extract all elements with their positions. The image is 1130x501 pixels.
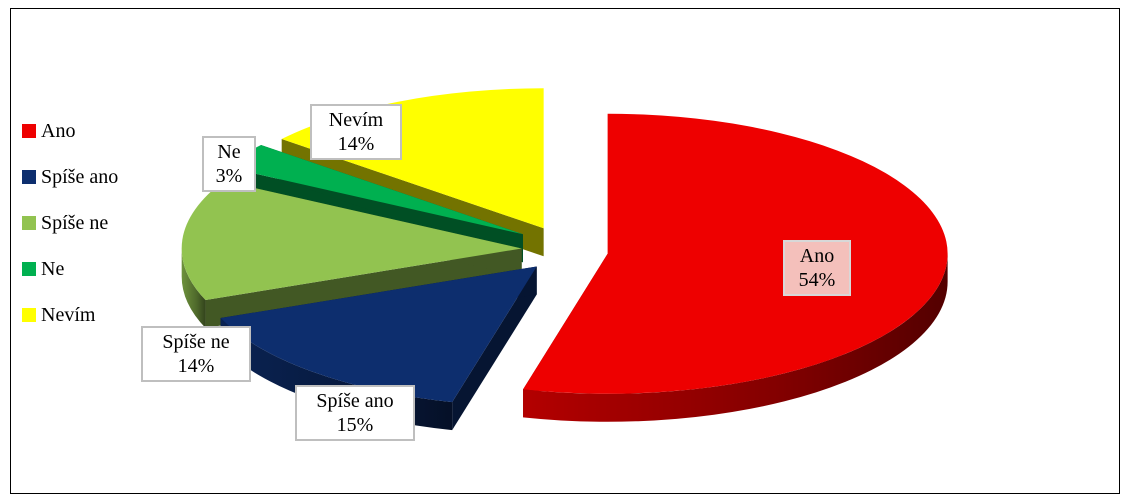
legend-swatch-spise-ano bbox=[22, 170, 36, 184]
data-label-spise-ne: Spíše ne 14% bbox=[141, 326, 251, 382]
data-label-ne-value: 3% bbox=[215, 165, 243, 187]
data-label-spise-ne-value: 14% bbox=[177, 355, 215, 377]
data-label-ano-value: 54% bbox=[798, 269, 836, 291]
pie-slice-side bbox=[523, 253, 948, 422]
pie-slice-side bbox=[181, 248, 206, 329]
legend-label-spise-ano: Spíše ano bbox=[41, 165, 119, 188]
legend-item-spise-ano: Spíše ano bbox=[22, 154, 118, 200]
legend-item-ne: Ne bbox=[22, 246, 118, 292]
data-label-spise-ano-value: 15% bbox=[336, 414, 374, 436]
legend-item-spise-ne: Spíše ne bbox=[22, 200, 118, 246]
legend-swatch-nevim bbox=[22, 308, 36, 322]
data-label-nevim-name: Nevím bbox=[328, 109, 384, 131]
pie-slice-top bbox=[181, 181, 522, 301]
pie-slice-top bbox=[225, 145, 523, 235]
legend-swatch-ne bbox=[22, 262, 36, 276]
legend-label-nevim: Nevím bbox=[41, 303, 96, 326]
data-label-nevim-value: 14% bbox=[337, 133, 375, 155]
legend-label-spise-ne: Spíše ne bbox=[41, 211, 109, 234]
legend-label-ano: Ano bbox=[41, 119, 76, 142]
legend-label-ne: Ne bbox=[41, 257, 65, 280]
legend: Ano Spíše ano Spíše ne Ne Nevím bbox=[22, 108, 118, 338]
legend-swatch-spise-ne bbox=[22, 216, 36, 230]
data-label-ne: Ne 3% bbox=[202, 136, 256, 192]
legend-item-nevim: Nevím bbox=[22, 292, 118, 338]
legend-item-ano: Ano bbox=[22, 108, 118, 154]
pie-slice-top bbox=[523, 113, 948, 394]
data-label-spise-ano: Spíše ano 15% bbox=[295, 385, 415, 441]
data-label-ano-name: Ano bbox=[799, 245, 835, 267]
pie-slice-wall bbox=[452, 266, 537, 431]
data-label-ne-name: Ne bbox=[217, 141, 241, 163]
data-label-nevim: Nevím 14% bbox=[310, 104, 402, 160]
legend-swatch-ano bbox=[22, 124, 36, 138]
pie-slice-top bbox=[220, 266, 537, 403]
data-label-spise-ne-name: Spíše ne bbox=[162, 331, 230, 353]
data-label-spise-ano-name: Spíše ano bbox=[316, 390, 394, 412]
data-label-ano: Ano 54% bbox=[783, 240, 851, 296]
pie-slice-ano bbox=[523, 113, 948, 422]
